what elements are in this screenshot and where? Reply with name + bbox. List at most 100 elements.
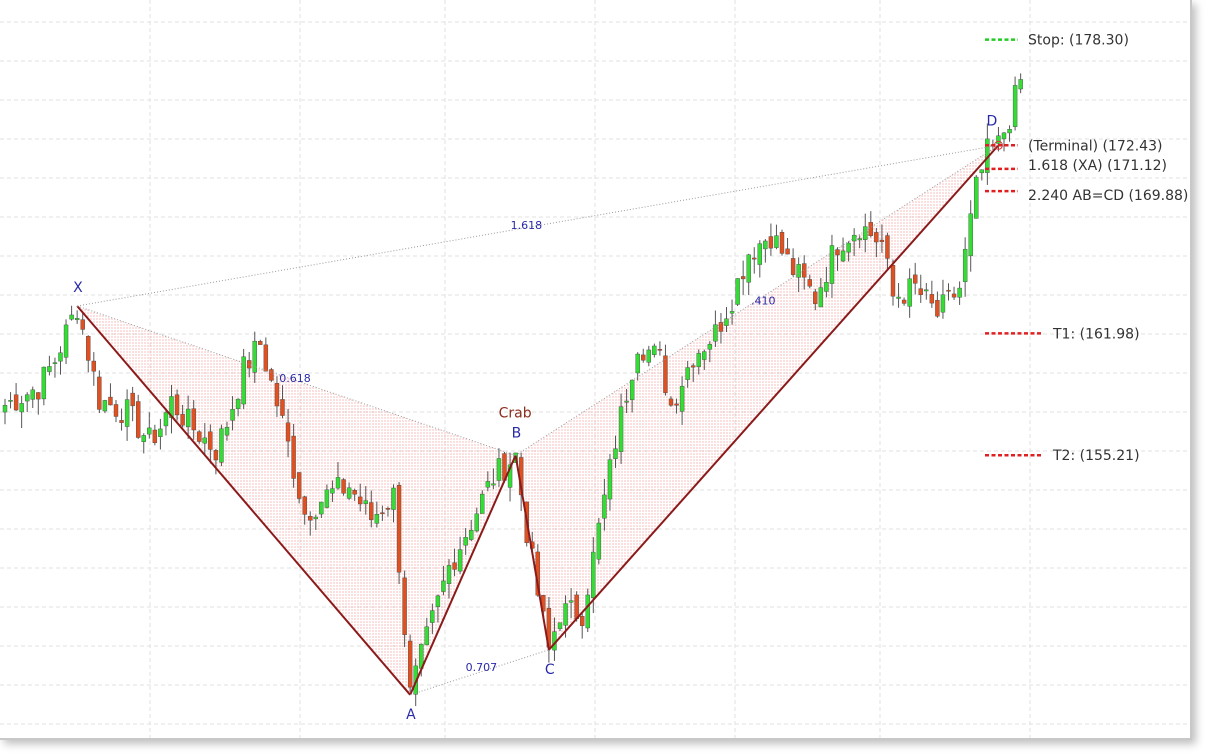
point-label-b: B xyxy=(512,425,522,441)
candle-down xyxy=(641,354,646,361)
candle-up xyxy=(330,488,335,494)
candle-up xyxy=(2,405,8,413)
candle-up xyxy=(224,427,230,436)
candle-up xyxy=(202,437,208,444)
candle-up xyxy=(824,281,829,292)
candle-up xyxy=(30,389,35,400)
candle-down xyxy=(280,399,285,416)
candle-up xyxy=(629,379,635,400)
chart-frame: Stop: (178.30) (Terminal) (172.43) 1.618 (… xyxy=(0,0,1192,740)
candle-up xyxy=(846,242,851,253)
candle-up xyxy=(896,296,901,299)
candle-up xyxy=(685,367,690,380)
candle-up xyxy=(596,522,602,560)
candle-up xyxy=(8,400,13,402)
candle-down xyxy=(113,404,119,417)
candle-up xyxy=(635,353,640,374)
candle-down xyxy=(718,322,724,332)
candle-up xyxy=(746,254,751,283)
candle-down xyxy=(879,239,885,243)
candle-up xyxy=(147,427,152,435)
candle-up xyxy=(391,487,396,510)
candle-down xyxy=(130,392,135,407)
candle-down xyxy=(13,394,19,411)
candle-down xyxy=(574,594,579,619)
candle-up xyxy=(363,500,368,504)
level-label: T1: (161.98) xyxy=(1052,326,1140,342)
candle-up xyxy=(962,248,968,282)
candle-down xyxy=(580,616,585,626)
candle-up xyxy=(907,278,912,307)
candle-up xyxy=(319,501,324,515)
leg-cd xyxy=(548,144,1000,651)
candle-up xyxy=(729,311,735,314)
candlestick-series xyxy=(2,73,1023,707)
candle-down xyxy=(935,299,940,317)
candle-down xyxy=(452,562,457,570)
candle-up xyxy=(713,324,718,342)
candle-down xyxy=(258,341,263,345)
candle-down xyxy=(291,435,296,479)
candle-down xyxy=(402,577,407,636)
candle-down xyxy=(790,258,796,275)
candle-up xyxy=(185,408,191,428)
candle-up xyxy=(707,344,713,350)
candle-down xyxy=(352,490,357,495)
candle-down xyxy=(668,398,674,406)
candle-down xyxy=(807,279,812,287)
candle-up xyxy=(735,278,740,305)
candle-down xyxy=(874,232,879,243)
candle-up xyxy=(979,169,984,174)
candle-up xyxy=(346,487,352,499)
candle-up xyxy=(840,250,846,262)
candle-up xyxy=(441,580,446,592)
candle-up xyxy=(480,493,485,514)
candle-up xyxy=(568,600,574,603)
point-label-d: D xyxy=(986,113,997,129)
candle-up xyxy=(141,435,146,442)
candle-down xyxy=(263,344,269,372)
candle-down xyxy=(369,502,374,521)
candle-up xyxy=(241,356,246,405)
candle-down xyxy=(674,403,679,406)
candle-down xyxy=(246,360,252,369)
candle-down xyxy=(285,422,291,442)
candle-down xyxy=(951,293,957,298)
ratio-label-ac: 0.707 xyxy=(466,661,498,674)
ratio-label-bd: .410 xyxy=(751,294,776,307)
candle-up xyxy=(163,412,169,427)
point-label-x: X xyxy=(73,280,83,296)
candle-down xyxy=(274,383,280,407)
candle-up xyxy=(591,551,596,598)
pattern-labels: X A B C D Crab 0.618 0.707 1.618 .410 xyxy=(73,113,997,723)
candle-down xyxy=(213,450,219,461)
candle-down xyxy=(740,276,746,280)
candle-down xyxy=(296,472,302,499)
price-levels: Stop: (178.30) (Terminal) (172.43) 1.618 (… xyxy=(985,33,1188,464)
candle-down xyxy=(657,349,663,351)
candle-up xyxy=(1018,79,1023,90)
candle-down xyxy=(119,420,124,423)
candle-up xyxy=(818,287,824,308)
candle-up xyxy=(557,622,563,630)
candle-down xyxy=(396,485,402,573)
candle-up xyxy=(313,516,318,520)
ratio-line-xb xyxy=(76,305,516,456)
candle-up xyxy=(1007,129,1012,134)
candle-down xyxy=(269,369,274,381)
candle-up xyxy=(924,289,929,292)
candle-down xyxy=(868,222,873,236)
candle-down xyxy=(341,479,346,494)
candle-down xyxy=(691,365,696,368)
candle-up xyxy=(757,243,762,265)
candle-down xyxy=(108,396,113,406)
candle-up xyxy=(58,352,63,362)
point-label-c: C xyxy=(545,662,555,678)
candle-up xyxy=(646,349,651,363)
candle-down xyxy=(197,431,202,442)
candle-up xyxy=(563,603,568,626)
candle-up xyxy=(102,400,108,412)
ratio-line-ac xyxy=(409,649,550,696)
candle-down xyxy=(768,236,774,249)
candle-up xyxy=(158,428,163,437)
